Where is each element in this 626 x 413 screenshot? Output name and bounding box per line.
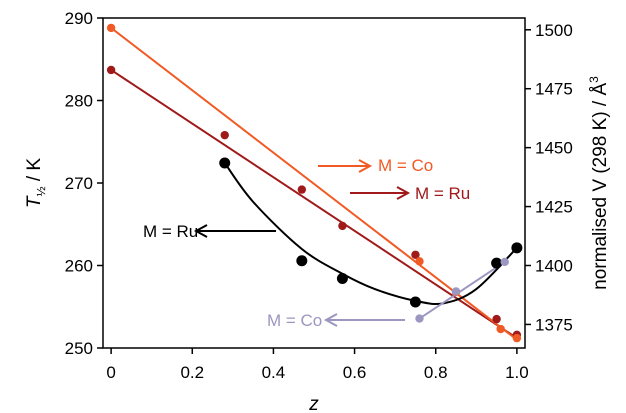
y-left-tick-label: 280 (65, 92, 93, 111)
annotation-label: M = Ru (143, 222, 198, 241)
annotation-label: M = Co (378, 156, 433, 175)
series-2-point (336, 272, 348, 284)
series-3-point (415, 314, 424, 323)
x-tick-label: 0.2 (180, 363, 204, 382)
series-2-curve (223, 162, 518, 306)
y-right-tick-label: 1450 (535, 139, 573, 158)
x-tick-label: 0.6 (343, 363, 367, 382)
x-tick-label: 0.8 (424, 363, 448, 382)
y-left-axis-ticks: 250 260 270 280 290 (65, 9, 103, 358)
series-0-fit-line (110, 27, 518, 341)
y-left-axis-title: T½ / K (24, 158, 48, 208)
annotation-arrow-head (323, 313, 338, 327)
y-left-title-sub: ½ (34, 186, 48, 196)
annotation-arrow-head (193, 224, 208, 238)
annotation-label: M = Ru (415, 184, 470, 203)
series-1-point (338, 221, 347, 231)
y-left-tick-label: 250 (65, 339, 93, 358)
y-right-title-sup: 3 (587, 76, 601, 83)
x-tick-label: 0 (106, 363, 115, 382)
series-3-point (451, 287, 461, 296)
y-left-title-unit: / K (24, 158, 45, 187)
series-0-point (512, 333, 522, 343)
series-1-point (297, 185, 307, 194)
x-axis-title: z (308, 394, 319, 413)
y-right-title-main: normalised V (298 K) / Å (590, 83, 611, 290)
series-lines (110, 27, 518, 341)
y-right-axis-ticks: 1375 1400 1425 1450 1475 1500 (525, 21, 573, 334)
annotation-arrow-head (358, 159, 373, 173)
y-right-tick-label: 1500 (535, 21, 573, 40)
series-3-fit-line (418, 261, 506, 320)
y-right-tick-label: 1400 (535, 257, 573, 276)
series-2-point (409, 296, 421, 308)
series-0-point (415, 257, 424, 266)
series-2-point (219, 157, 231, 169)
x-tick-label: 0.4 (262, 363, 286, 382)
series-1-point (220, 130, 229, 140)
x-tick-label: 1.0 (505, 363, 529, 382)
y-left-title-main: T (24, 195, 45, 208)
series-1-point (106, 65, 116, 75)
y-right-tick-label: 1425 (535, 198, 573, 217)
annotations: M = Co M = Ru M = Ru M = Co (143, 156, 470, 330)
annotation-label: M = Co (267, 311, 322, 330)
y-right-tick-label: 1375 (535, 315, 573, 334)
series-1-fit-line (110, 69, 518, 339)
series-3-point (500, 257, 509, 267)
series-points (106, 23, 523, 343)
series-1-point (411, 250, 420, 259)
y-left-tick-label: 290 (65, 9, 93, 28)
y-left-tick-label: 270 (65, 174, 93, 193)
y-right-tick-label: 1475 (535, 80, 573, 99)
y-right-axis-title: normalised V (298 K) / Å3 (587, 76, 611, 290)
series-0-point (496, 324, 505, 334)
series-1-point (492, 314, 501, 324)
annotation-arrow-head (396, 186, 411, 200)
series-0-point (106, 23, 116, 33)
series-2-point (511, 242, 523, 254)
x-axis-ticks: 0 0.2 0.4 0.6 0.8 1.0 (106, 348, 529, 382)
y-left-tick-label: 260 (65, 257, 93, 276)
series-2-point (491, 257, 503, 269)
series-2-point (296, 255, 308, 267)
